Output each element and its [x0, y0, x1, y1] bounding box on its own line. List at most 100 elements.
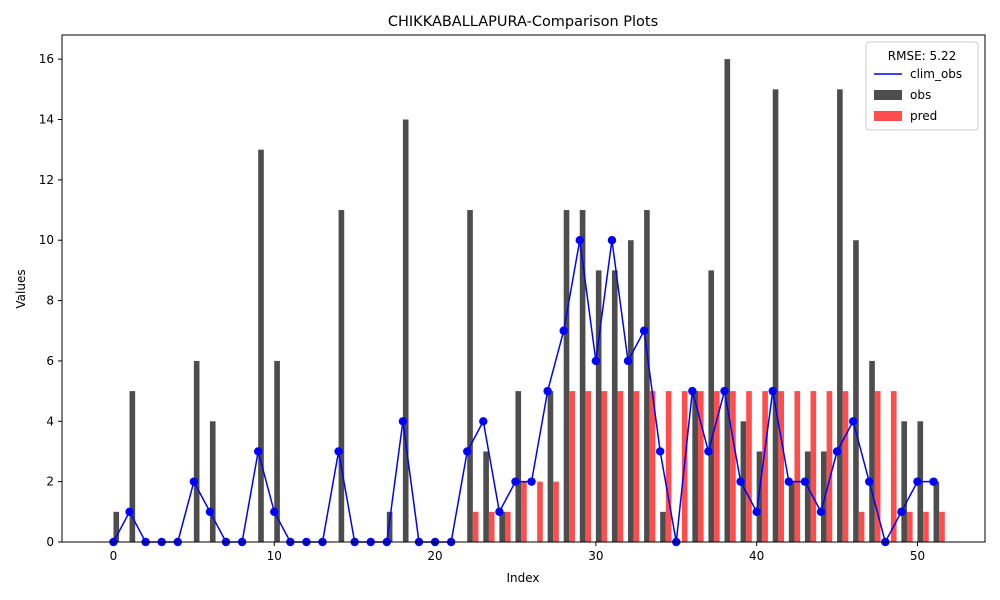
pred-bar [601, 391, 608, 542]
obs-bar [933, 481, 940, 542]
obs-bar [274, 360, 280, 542]
clim-obs-marker [511, 477, 520, 486]
obs-bar [611, 270, 618, 542]
pred-bar [472, 511, 479, 542]
pred-bar [714, 391, 720, 542]
obs-bar [820, 451, 827, 542]
obs-bar [563, 210, 570, 543]
obs-bar [402, 119, 409, 542]
y-tick-label: 2 [46, 475, 54, 489]
obs-bar [837, 89, 843, 543]
y-tick-label: 14 [39, 113, 54, 127]
obs-bar [467, 210, 473, 543]
obs-bar [853, 240, 859, 542]
clim-obs-marker [639, 326, 649, 335]
obs-bar [209, 421, 216, 542]
clim-obs-marker [720, 386, 729, 396]
legend-title: RMSE: 5.22 [888, 49, 956, 63]
clim-obs-marker [752, 507, 761, 517]
pred-bar [633, 391, 640, 542]
pred-bar [649, 391, 656, 542]
clim-obs-marker [479, 417, 488, 426]
y-tick-label: 4 [46, 414, 54, 428]
axes-layer: 0 10 20 30 40 50 0 2 4 6 8 10 12 14 16 [39, 34, 986, 563]
obs-bar [386, 511, 393, 542]
pred-bar [874, 391, 881, 542]
clim-obs-marker [655, 447, 665, 456]
pred-bar [907, 511, 913, 542]
obs-bar [756, 451, 763, 542]
y-tick-label: 6 [46, 354, 54, 368]
clim-obs-marker [559, 326, 568, 335]
clim-obs-marker [334, 447, 343, 456]
clim-obs-marker [913, 477, 922, 486]
clim-obs-marker [591, 356, 601, 366]
clim-obs-marker [832, 447, 842, 456]
obs-bar [804, 451, 811, 542]
pred-bar [746, 391, 752, 542]
obs-bar [644, 210, 650, 543]
obs-bar [869, 360, 875, 542]
pred-bar [810, 391, 817, 542]
clim-obs-marker [527, 477, 536, 486]
obs-bar [660, 511, 666, 542]
pred-bar [890, 391, 897, 542]
clim-obs-marker [607, 236, 617, 245]
clim-obs-marker [784, 477, 794, 486]
x-axis-title: Index [506, 571, 539, 585]
pred-bar [858, 511, 865, 542]
clim-obs-marker [189, 477, 199, 486]
clim-obs-marker [865, 477, 874, 486]
pred-bar [585, 391, 592, 542]
clim-obs-marker [125, 507, 134, 517]
obs-bar [708, 270, 715, 542]
pred-bar [521, 481, 527, 542]
clim-obs-marker [736, 477, 745, 486]
y-tick-label: 16 [39, 52, 54, 66]
x-tick-label: 0 [110, 549, 118, 563]
obs-bar [724, 59, 731, 543]
pred-bar [923, 511, 929, 542]
legend-label: obs [910, 88, 931, 102]
obs-bar [772, 89, 779, 543]
obs-bar [338, 210, 345, 543]
clim-obs-marker [848, 417, 858, 426]
clim-obs-marker [816, 507, 826, 517]
legend-box [865, 41, 979, 131]
obs-bar [129, 391, 136, 542]
obs-bar [628, 240, 634, 542]
obs-bar [258, 149, 264, 542]
obs-bar [579, 210, 586, 543]
pred-bar [537, 481, 543, 542]
clim-obs-marker [800, 477, 810, 486]
pred-bar [697, 391, 704, 542]
clim-obs-line [112, 240, 934, 545]
obs-bar [901, 421, 908, 542]
clim-obs-marker [688, 386, 697, 396]
clim-obs-marker [897, 507, 906, 517]
clim-obs-marker [768, 386, 777, 396]
y-axis-title: Values [14, 269, 28, 308]
pred-bar [794, 391, 801, 542]
clim-obs-marker [495, 507, 504, 517]
pred-bar [488, 511, 495, 542]
obs-bar [499, 511, 506, 542]
obs-bar [193, 360, 200, 542]
legend-swatch-bar [874, 111, 902, 121]
x-tick-label: 20 [427, 549, 442, 563]
pred-bar [939, 511, 945, 542]
x-tick-label: 40 [749, 549, 764, 563]
clim-obs-marker [575, 236, 584, 245]
clim-obs-marker [398, 417, 408, 426]
y-tick-label: 8 [46, 294, 54, 308]
chart-title: CHIKKABALLAPURA-Comparison Plots [388, 14, 658, 30]
clim-obs-marker [704, 447, 713, 456]
clim-obs-marker [929, 477, 938, 486]
y-tick-label: 12 [39, 173, 54, 187]
obs-bar [595, 270, 602, 542]
obs-bar [547, 391, 554, 542]
clim-obs-marker [253, 447, 263, 456]
y-tick-label: 0 [46, 535, 54, 549]
